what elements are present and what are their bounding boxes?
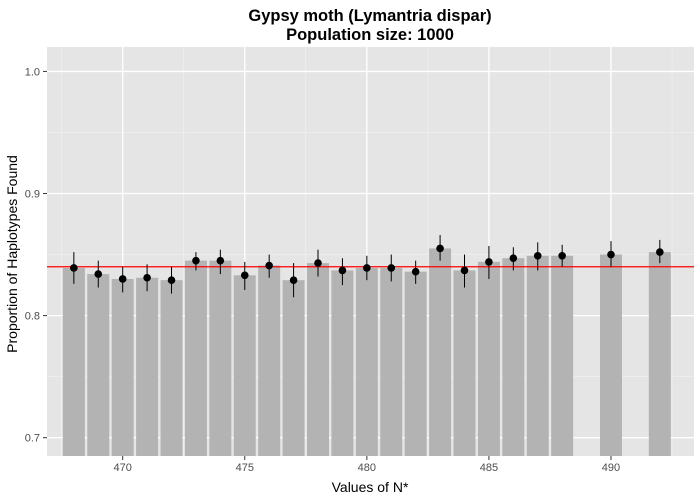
data-point <box>314 259 322 267</box>
bar <box>502 258 525 456</box>
data-point <box>289 276 298 284</box>
data-point <box>558 251 566 260</box>
bar <box>600 254 622 456</box>
data-point <box>363 264 371 272</box>
data-point <box>143 273 151 282</box>
bar <box>136 277 159 456</box>
y-tick-label: 0.9 <box>25 189 40 201</box>
data-point <box>509 254 518 263</box>
y-tick-label: 1.0 <box>25 66 40 78</box>
data-point <box>240 271 249 280</box>
data-point <box>533 251 542 260</box>
x-tick-label: 490 <box>602 462 620 474</box>
data-point <box>387 264 396 272</box>
x-tick-label: 475 <box>236 462 254 474</box>
bar <box>477 261 500 456</box>
bar <box>233 275 256 456</box>
x-tick-label: 485 <box>480 462 498 474</box>
x-tick-label: 480 <box>358 462 376 474</box>
data-point <box>485 258 493 266</box>
bar <box>209 260 232 456</box>
y-axis: 0.7 0.8 0.9 1.0 <box>25 66 47 445</box>
bar <box>404 271 427 456</box>
bar <box>453 270 476 456</box>
chart-subtitle: Population size: 1000 <box>286 26 454 44</box>
bar <box>526 255 549 456</box>
data-point <box>460 266 469 275</box>
bar <box>331 270 354 456</box>
data-point <box>216 256 225 265</box>
bar <box>648 252 671 456</box>
bar <box>429 248 452 456</box>
bar <box>160 280 183 456</box>
data-point <box>656 248 664 256</box>
bar <box>184 260 207 456</box>
y-tick-label: 0.8 <box>25 311 40 323</box>
bar <box>62 267 85 456</box>
data-point <box>338 266 347 275</box>
data-point <box>411 267 420 276</box>
y-axis-label: Proportion of Haplotypes Found <box>4 155 20 353</box>
x-tick-label: 470 <box>114 462 132 474</box>
data-point <box>607 250 615 259</box>
x-axis-label: Values of N* <box>332 479 409 495</box>
data-point <box>436 244 444 253</box>
bar <box>355 267 378 456</box>
chart-title: Gypsy moth (Lymantria dispar) <box>248 7 491 25</box>
bar <box>282 280 305 456</box>
bar <box>307 263 329 456</box>
minor-gridlines <box>47 47 694 456</box>
data-point <box>167 276 176 284</box>
bar <box>380 267 403 456</box>
data-point <box>118 275 127 283</box>
bar <box>111 278 134 456</box>
data-point <box>265 261 273 270</box>
data-point <box>94 270 103 278</box>
data-point <box>192 256 200 265</box>
bar <box>87 274 110 456</box>
points <box>70 244 664 284</box>
x-axis: 470 475 480 485 490 <box>114 456 620 474</box>
bars <box>62 248 671 456</box>
data-point <box>70 264 78 272</box>
y-tick-label: 0.7 <box>25 433 40 445</box>
bar <box>551 255 574 456</box>
bar <box>258 265 281 456</box>
